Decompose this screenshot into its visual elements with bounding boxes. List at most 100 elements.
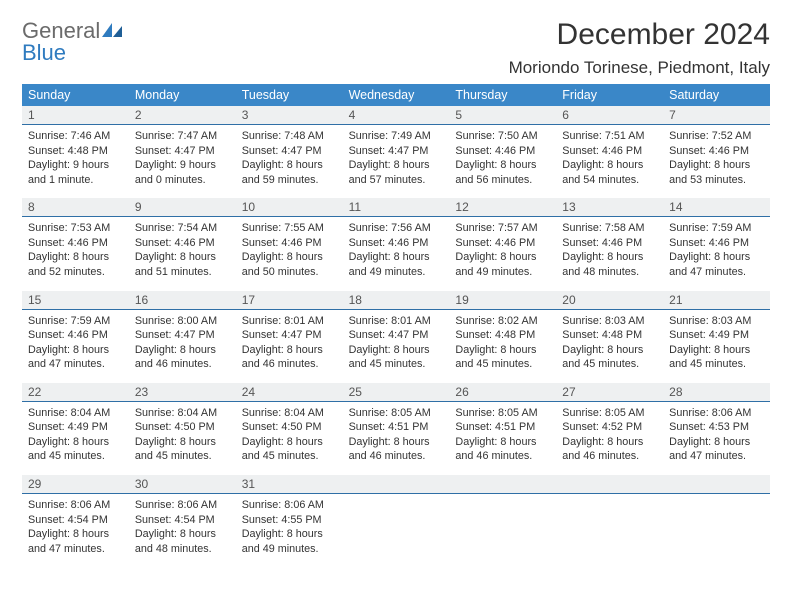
day-body-cell: Sunrise: 7:59 AMSunset: 4:46 PMDaylight:… xyxy=(22,310,129,380)
day-number-cell: 14 xyxy=(663,198,770,217)
daylight-text: Daylight: 9 hours and 1 minute. xyxy=(28,158,123,187)
day-number-cell: 19 xyxy=(449,291,556,310)
sunrise-text: Sunrise: 7:56 AM xyxy=(349,221,444,236)
day-number-cell: 10 xyxy=(236,198,343,217)
daylight-text: Daylight: 8 hours and 45 minutes. xyxy=(669,343,764,372)
week-daynum-row: 15161718192021 xyxy=(22,291,770,310)
day-body-cell: Sunrise: 7:59 AMSunset: 4:46 PMDaylight:… xyxy=(663,217,770,287)
sunset-text: Sunset: 4:53 PM xyxy=(669,420,764,435)
sunset-text: Sunset: 4:47 PM xyxy=(349,328,444,343)
sunset-text: Sunset: 4:46 PM xyxy=(349,236,444,251)
sunset-text: Sunset: 4:46 PM xyxy=(562,236,657,251)
day-number-cell: 7 xyxy=(663,106,770,125)
sunrise-text: Sunrise: 7:59 AM xyxy=(28,314,123,329)
sunrise-text: Sunrise: 7:48 AM xyxy=(242,129,337,144)
day-number-cell: 25 xyxy=(343,383,450,402)
sunrise-text: Sunrise: 7:53 AM xyxy=(28,221,123,236)
sunrise-text: Sunrise: 8:00 AM xyxy=(135,314,230,329)
day-number-cell: 11 xyxy=(343,198,450,217)
weeks-container: 1234567Sunrise: 7:46 AMSunset: 4:48 PMDa… xyxy=(22,106,770,564)
daylight-text: Daylight: 8 hours and 50 minutes. xyxy=(242,250,337,279)
day-body-cell: Sunrise: 7:56 AMSunset: 4:46 PMDaylight:… xyxy=(343,217,450,287)
sunset-text: Sunset: 4:49 PM xyxy=(669,328,764,343)
daylight-text: Daylight: 8 hours and 45 minutes. xyxy=(135,435,230,464)
day-body-cell xyxy=(449,494,556,564)
day-body-cell xyxy=(343,494,450,564)
day-body-cell: Sunrise: 7:55 AMSunset: 4:46 PMDaylight:… xyxy=(236,217,343,287)
logo-text-blue: Blue xyxy=(22,42,124,64)
day-body-cell: Sunrise: 7:51 AMSunset: 4:46 PMDaylight:… xyxy=(556,125,663,195)
day-body-cell: Sunrise: 8:05 AMSunset: 4:51 PMDaylight:… xyxy=(449,402,556,472)
sunset-text: Sunset: 4:46 PM xyxy=(669,144,764,159)
sunset-text: Sunset: 4:48 PM xyxy=(28,144,123,159)
day-number-cell xyxy=(556,475,663,494)
sunrise-text: Sunrise: 8:02 AM xyxy=(455,314,550,329)
daylight-text: Daylight: 9 hours and 0 minutes. xyxy=(135,158,230,187)
day-number-cell: 29 xyxy=(22,475,129,494)
week-daynum-row: 1234567 xyxy=(22,106,770,125)
sunset-text: Sunset: 4:47 PM xyxy=(242,144,337,159)
sunset-text: Sunset: 4:55 PM xyxy=(242,513,337,528)
day-number-cell xyxy=(663,475,770,494)
day-body-cell: Sunrise: 7:54 AMSunset: 4:46 PMDaylight:… xyxy=(129,217,236,287)
sunrise-text: Sunrise: 8:04 AM xyxy=(28,406,123,421)
sunset-text: Sunset: 4:46 PM xyxy=(28,328,123,343)
sunrise-text: Sunrise: 7:51 AM xyxy=(562,129,657,144)
day-body-cell: Sunrise: 7:50 AMSunset: 4:46 PMDaylight:… xyxy=(449,125,556,195)
day-number-cell: 18 xyxy=(343,291,450,310)
week-body-row: Sunrise: 7:46 AMSunset: 4:48 PMDaylight:… xyxy=(22,125,770,195)
day-number-cell: 17 xyxy=(236,291,343,310)
sunset-text: Sunset: 4:49 PM xyxy=(28,420,123,435)
day-body-cell: Sunrise: 7:48 AMSunset: 4:47 PMDaylight:… xyxy=(236,125,343,195)
sunrise-text: Sunrise: 8:05 AM xyxy=(562,406,657,421)
day-body-cell: Sunrise: 8:06 AMSunset: 4:54 PMDaylight:… xyxy=(22,494,129,564)
day-body-cell xyxy=(663,494,770,564)
sunrise-text: Sunrise: 8:06 AM xyxy=(135,498,230,513)
sunset-text: Sunset: 4:50 PM xyxy=(135,420,230,435)
month-title: December 2024 xyxy=(509,18,770,52)
sunset-text: Sunset: 4:47 PM xyxy=(135,328,230,343)
sunrise-text: Sunrise: 7:58 AM xyxy=(562,221,657,236)
logo-sail-icon xyxy=(102,18,124,43)
sunset-text: Sunset: 4:54 PM xyxy=(135,513,230,528)
sunrise-text: Sunrise: 8:04 AM xyxy=(242,406,337,421)
day-number-cell: 15 xyxy=(22,291,129,310)
day-number-cell: 3 xyxy=(236,106,343,125)
sunrise-text: Sunrise: 7:55 AM xyxy=(242,221,337,236)
sunrise-text: Sunrise: 8:05 AM xyxy=(455,406,550,421)
sunrise-text: Sunrise: 7:46 AM xyxy=(28,129,123,144)
sunrise-text: Sunrise: 7:50 AM xyxy=(455,129,550,144)
week-daynum-row: 891011121314 xyxy=(22,198,770,217)
sunset-text: Sunset: 4:46 PM xyxy=(455,236,550,251)
day-number-cell: 28 xyxy=(663,383,770,402)
sunrise-text: Sunrise: 7:59 AM xyxy=(669,221,764,236)
sunrise-text: Sunrise: 8:03 AM xyxy=(669,314,764,329)
day-number-cell: 5 xyxy=(449,106,556,125)
daylight-text: Daylight: 8 hours and 53 minutes. xyxy=(669,158,764,187)
page-header: General Blue December 2024 Moriondo Tori… xyxy=(22,18,770,78)
sunset-text: Sunset: 4:52 PM xyxy=(562,420,657,435)
day-number-cell: 16 xyxy=(129,291,236,310)
day-header: Thursday xyxy=(449,84,556,106)
day-header: Sunday xyxy=(22,84,129,106)
day-body-cell: Sunrise: 8:01 AMSunset: 4:47 PMDaylight:… xyxy=(343,310,450,380)
title-block: December 2024 Moriondo Torinese, Piedmon… xyxy=(509,18,770,78)
day-number-cell: 27 xyxy=(556,383,663,402)
sunset-text: Sunset: 4:46 PM xyxy=(28,236,123,251)
day-number-cell: 26 xyxy=(449,383,556,402)
day-body-cell: Sunrise: 8:05 AMSunset: 4:51 PMDaylight:… xyxy=(343,402,450,472)
daylight-text: Daylight: 8 hours and 45 minutes. xyxy=(562,343,657,372)
sunrise-text: Sunrise: 8:06 AM xyxy=(28,498,123,513)
sunrise-text: Sunrise: 8:01 AM xyxy=(349,314,444,329)
day-header: Wednesday xyxy=(343,84,450,106)
daylight-text: Daylight: 8 hours and 46 minutes. xyxy=(242,343,337,372)
sunrise-text: Sunrise: 7:54 AM xyxy=(135,221,230,236)
week-body-row: Sunrise: 7:53 AMSunset: 4:46 PMDaylight:… xyxy=(22,217,770,287)
day-header-row: Sunday Monday Tuesday Wednesday Thursday… xyxy=(22,84,770,106)
daylight-text: Daylight: 8 hours and 46 minutes. xyxy=(349,435,444,464)
sunrise-text: Sunrise: 7:52 AM xyxy=(669,129,764,144)
day-header: Monday xyxy=(129,84,236,106)
day-number-cell: 23 xyxy=(129,383,236,402)
sunset-text: Sunset: 4:50 PM xyxy=(242,420,337,435)
sunrise-text: Sunrise: 7:49 AM xyxy=(349,129,444,144)
